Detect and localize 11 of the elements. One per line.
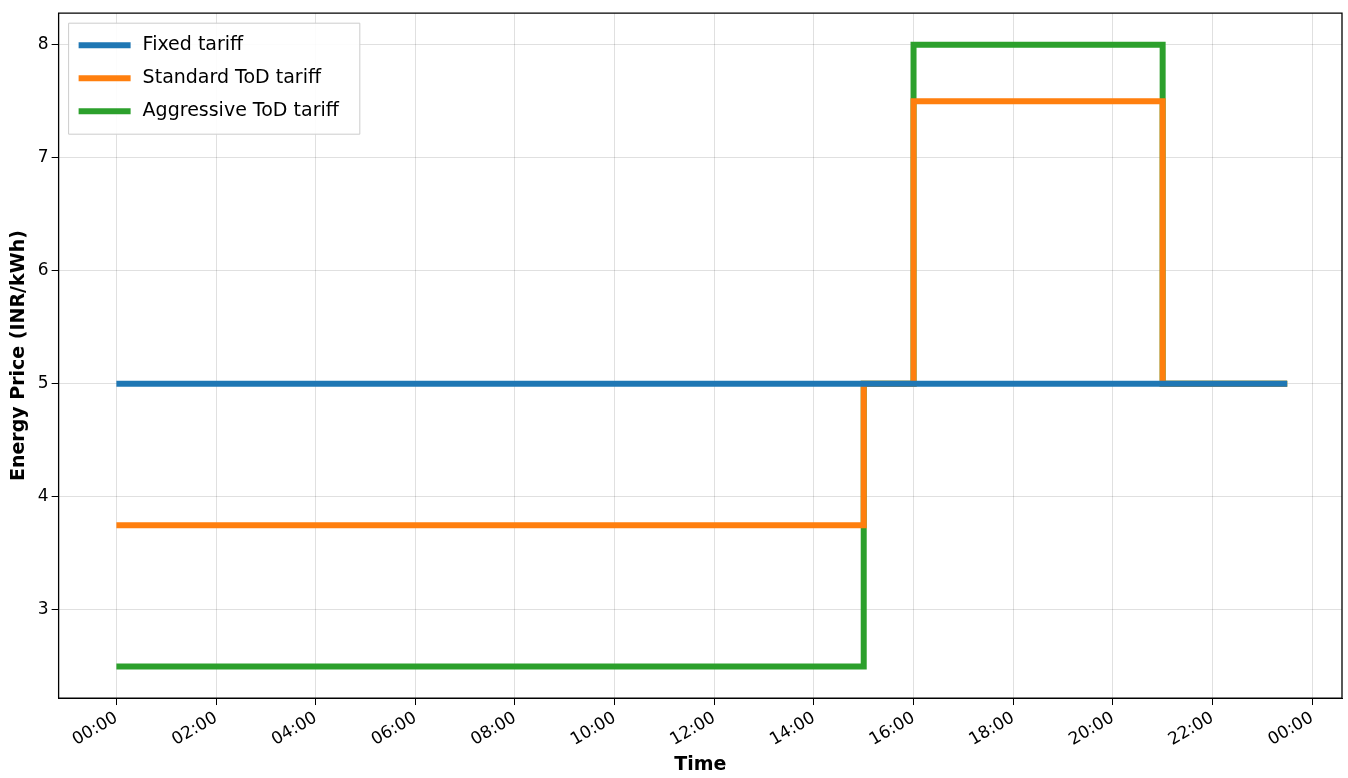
legend-label: Fixed tariff [142,32,245,55]
y-tick-label: 3 [37,598,49,619]
y-tick-label: 8 [37,33,49,54]
y-tick-label: 7 [37,146,49,167]
legend-label: Aggressive ToD tariff [142,98,340,121]
y-tick-label: 6 [37,259,49,280]
legend-label: Standard ToD tariff [142,65,322,88]
x-axis-title: Time [674,751,727,774]
y-tick-label: 4 [37,485,49,506]
y-axis-title: Energy Price (INR/kWh) [6,230,29,482]
y-tick-label: 5 [37,372,49,393]
